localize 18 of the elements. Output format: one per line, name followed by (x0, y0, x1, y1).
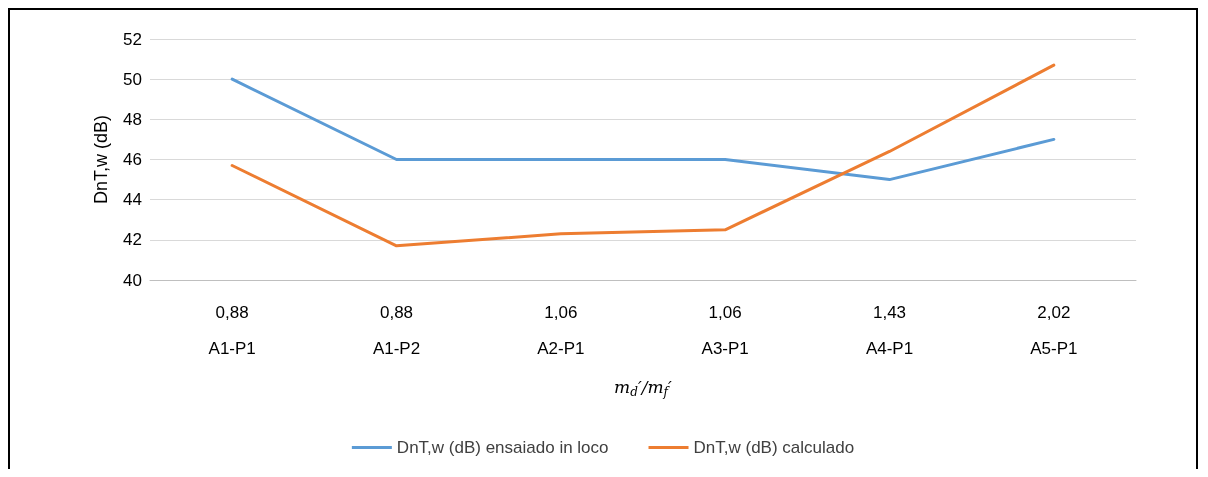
x-tick-label: 1,43 A4-P1 (865, 302, 914, 358)
x-tick-label: 2,02 A5-P1 (1030, 302, 1078, 358)
y-tick-label: 50 (123, 69, 142, 89)
y-tick-label: 40 (123, 270, 142, 290)
y-tick-label: 42 (123, 230, 142, 250)
y-tick-label: 48 (123, 109, 142, 129)
line-series (230, 63, 1056, 248)
y-tick-label: 46 (123, 150, 142, 169)
y-tick-label: 52 (123, 29, 142, 49)
x-tick-label: 0,88 A1-P1 (208, 302, 256, 358)
y-tick-label: 44 (123, 190, 142, 210)
line-series (230, 77, 1056, 182)
legend-label: DnT,w (dB) calculado (693, 438, 855, 457)
x-tick-label: 1,06 A2-P1 (537, 302, 585, 358)
legend-label: DnT,w (dB) ensaiado in loco (396, 438, 609, 457)
y-axis-title: DnT,w (dB) (91, 114, 111, 205)
x-tick-label: 1,06 A3-P1 (701, 302, 749, 358)
x-tick-label: 0,88 A1-P2 (372, 302, 421, 358)
